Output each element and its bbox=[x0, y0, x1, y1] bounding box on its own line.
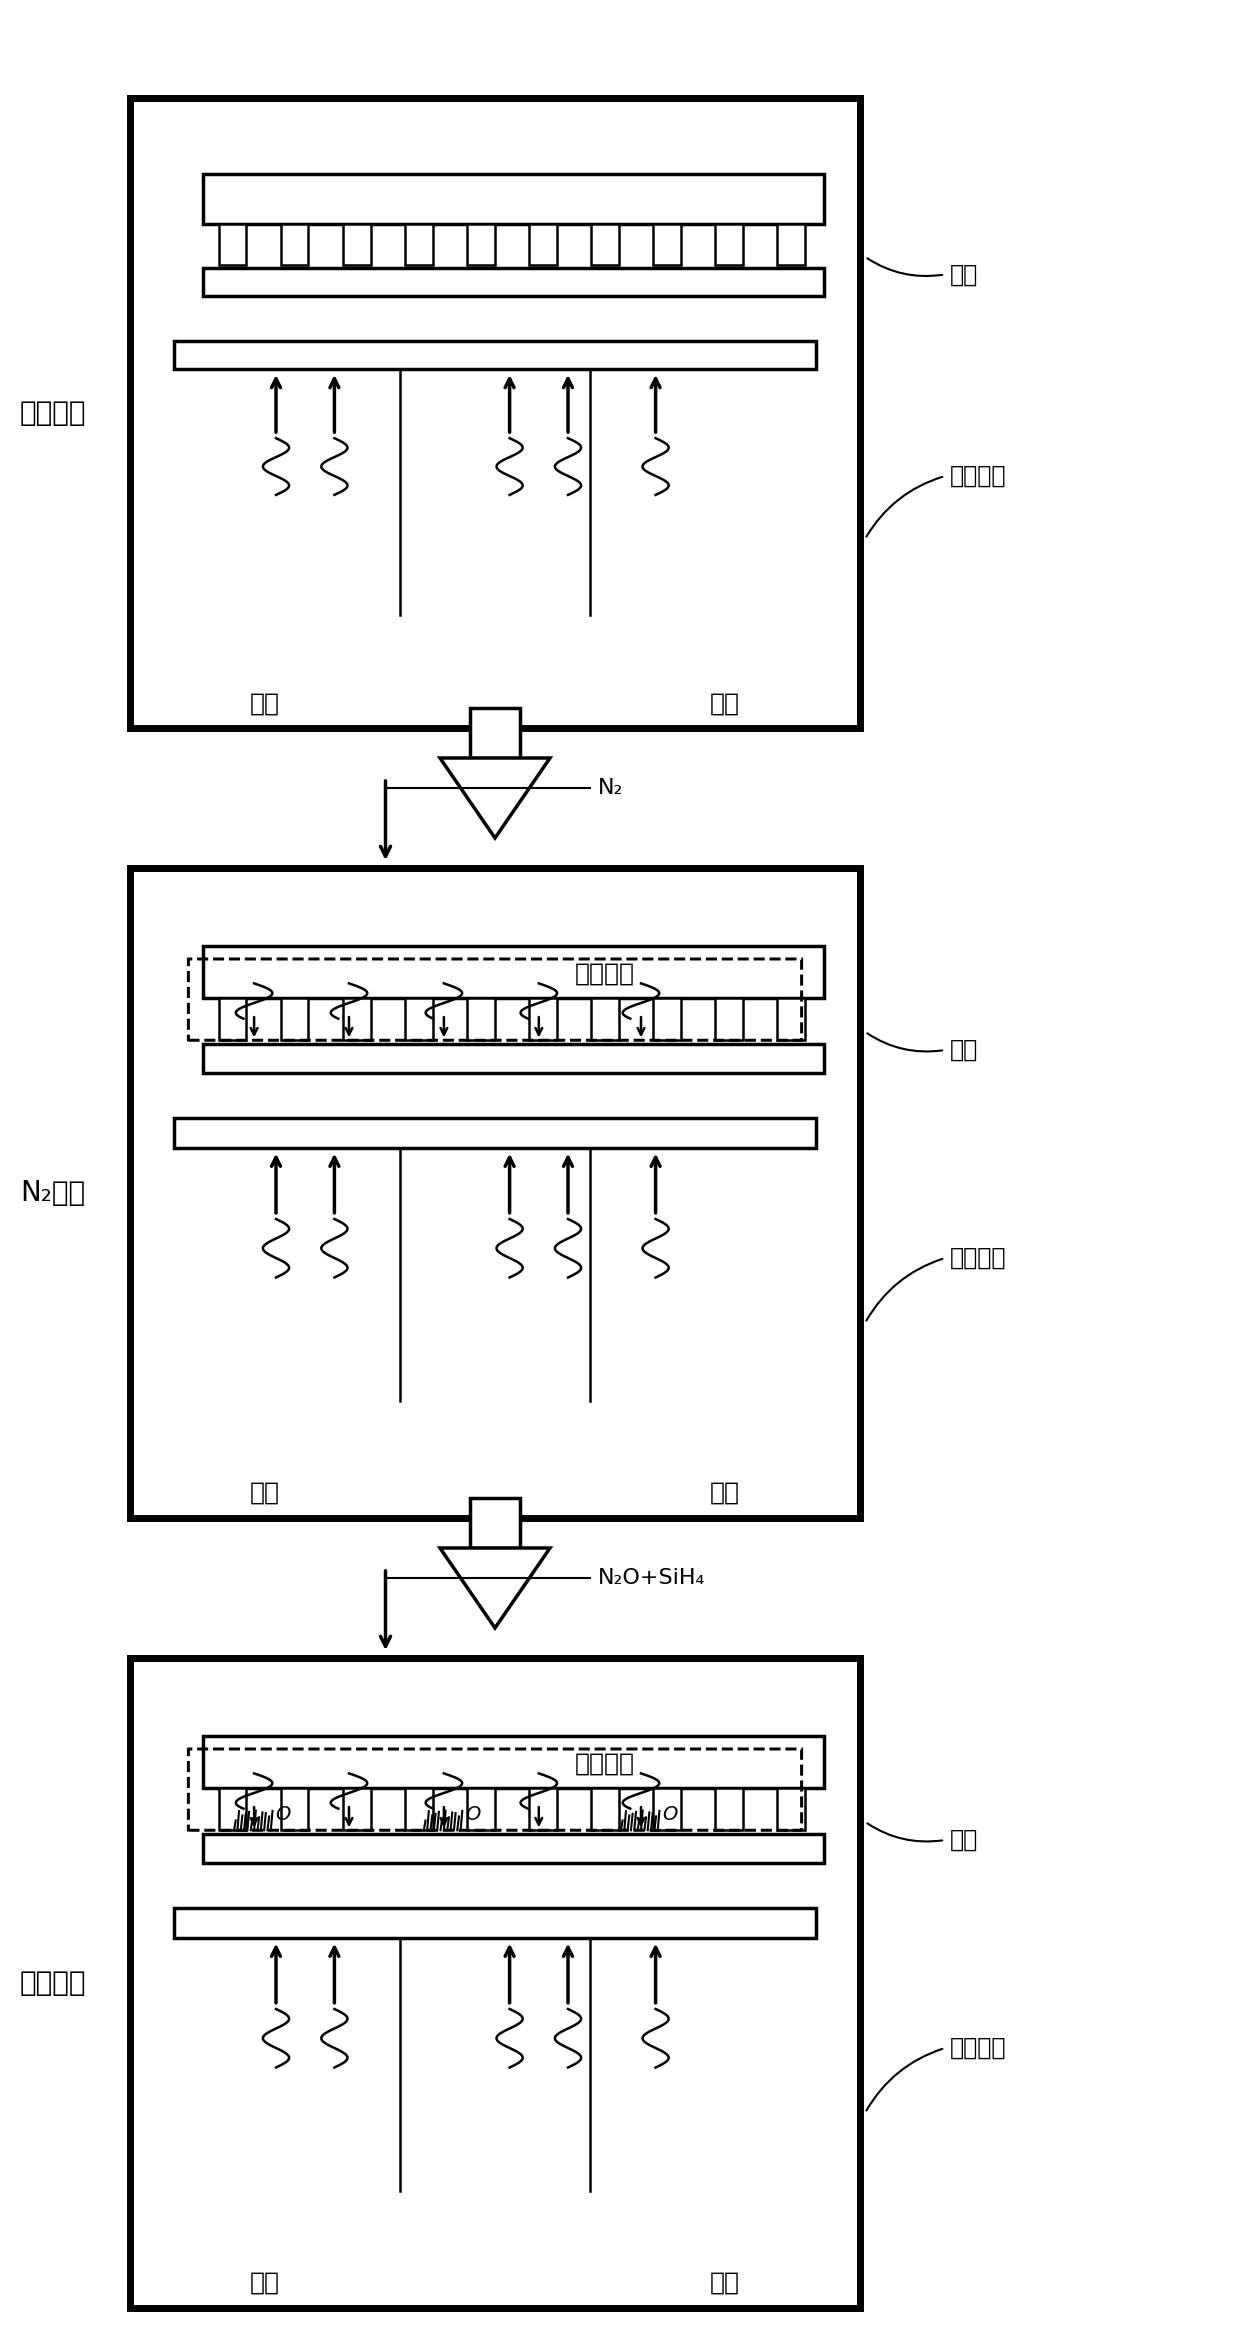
Text: 加热: 加热 bbox=[711, 692, 740, 715]
Bar bbox=[218, 224, 247, 264]
Bar bbox=[528, 224, 557, 264]
Bar bbox=[203, 947, 823, 998]
Bar bbox=[590, 998, 619, 1040]
Text: N₂: N₂ bbox=[598, 779, 624, 797]
Bar bbox=[715, 224, 743, 264]
Bar bbox=[203, 1833, 823, 1863]
Bar bbox=[130, 1658, 861, 2308]
Bar bbox=[777, 998, 805, 1040]
Bar bbox=[342, 1789, 371, 1831]
Text: 加热: 加热 bbox=[250, 1480, 280, 1506]
Bar bbox=[342, 998, 371, 1040]
Bar bbox=[342, 224, 371, 264]
Bar bbox=[470, 1499, 520, 1548]
Text: 电极: 电极 bbox=[950, 1828, 978, 1852]
Text: O: O bbox=[275, 1805, 291, 1824]
Bar bbox=[203, 269, 823, 297]
Bar bbox=[528, 1789, 557, 1831]
Bar bbox=[174, 1118, 816, 1148]
Text: 沉积过程: 沉积过程 bbox=[20, 1969, 87, 1997]
Text: 加热: 加热 bbox=[250, 692, 280, 715]
Bar bbox=[130, 98, 861, 727]
Bar bbox=[280, 224, 309, 264]
Bar bbox=[590, 1789, 619, 1831]
Bar bbox=[715, 998, 743, 1040]
Bar bbox=[653, 1789, 681, 1831]
Text: 预热处理: 预热处理 bbox=[20, 400, 87, 428]
Bar bbox=[280, 998, 309, 1040]
Bar bbox=[590, 224, 619, 264]
Bar bbox=[218, 1789, 247, 1831]
Bar bbox=[466, 1789, 495, 1831]
Bar bbox=[174, 341, 816, 369]
Bar bbox=[777, 224, 805, 264]
Text: 电极: 电极 bbox=[950, 262, 978, 285]
Bar bbox=[715, 1789, 743, 1831]
Bar bbox=[130, 867, 861, 1517]
Text: N₂O+SiH₄: N₂O+SiH₄ bbox=[598, 1569, 706, 1588]
Text: 加热: 加热 bbox=[711, 1480, 740, 1506]
Text: 等离子体: 等离子体 bbox=[574, 1751, 635, 1775]
Bar bbox=[203, 1737, 823, 1789]
Polygon shape bbox=[440, 1548, 551, 1627]
Bar bbox=[653, 224, 681, 264]
Bar bbox=[466, 224, 495, 264]
Bar bbox=[404, 224, 433, 264]
Bar bbox=[653, 998, 681, 1040]
Text: 反应腔室: 反应腔室 bbox=[950, 1246, 1007, 1270]
Bar bbox=[174, 1908, 816, 1938]
Text: 加热: 加热 bbox=[711, 2270, 740, 2296]
Text: N₂处理: N₂处理 bbox=[20, 1178, 86, 1206]
Text: 加热: 加热 bbox=[250, 2270, 280, 2296]
Bar bbox=[404, 998, 433, 1040]
Text: 反应腔室: 反应腔室 bbox=[950, 2036, 1007, 2060]
Bar bbox=[203, 1043, 823, 1073]
Polygon shape bbox=[440, 758, 551, 837]
Bar bbox=[466, 998, 495, 1040]
Text: 反应腔室: 反应腔室 bbox=[950, 463, 1007, 489]
Bar bbox=[777, 1789, 805, 1831]
Bar bbox=[470, 708, 520, 758]
Text: 电极: 电极 bbox=[950, 1038, 978, 1061]
Bar bbox=[528, 998, 557, 1040]
Bar bbox=[218, 998, 247, 1040]
Text: 等离子体: 等离子体 bbox=[574, 961, 635, 987]
Bar bbox=[280, 1789, 309, 1831]
Bar bbox=[203, 173, 823, 224]
Text: O: O bbox=[662, 1805, 678, 1824]
Bar bbox=[404, 1789, 433, 1831]
Text: O: O bbox=[465, 1805, 481, 1824]
